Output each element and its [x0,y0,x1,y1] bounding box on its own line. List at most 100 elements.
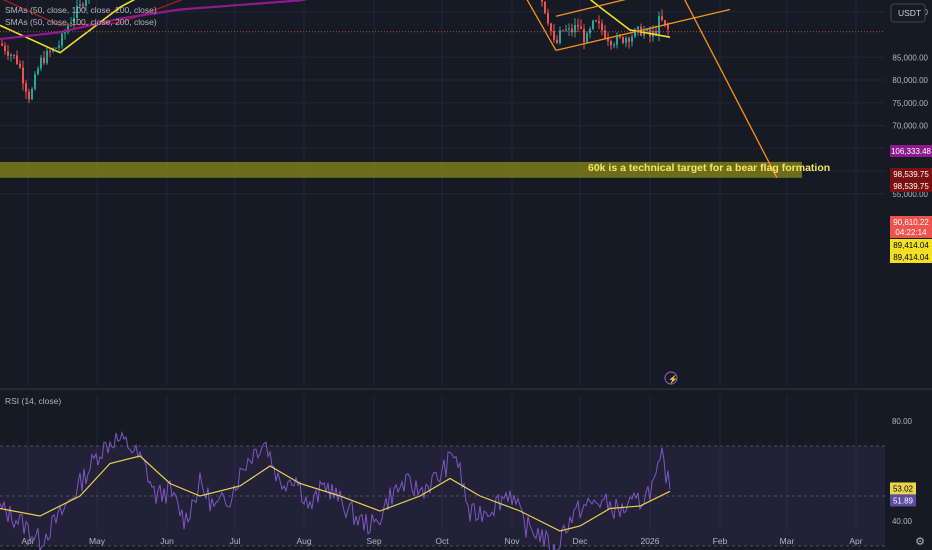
candles [1,0,669,104]
candle-body [625,37,627,43]
candle-body [616,36,618,45]
candle-body [37,68,39,75]
indicator-label-1: SMAs (50, close, 100, close, 200, close) [5,5,157,15]
candle-body [58,45,60,48]
candle-body [580,26,582,29]
candle-body [40,57,42,69]
candle-body [73,18,75,23]
sma100-price-tag-2: 98,539.75 [890,180,932,192]
trendline-breakdown[interactable] [678,0,778,179]
candle-body [601,23,603,31]
countdown-text: 04:22:14 [895,228,927,237]
trendline-pole[interactable] [460,0,557,51]
lightning-icon[interactable] [664,371,678,385]
currency-button-frame[interactable] [890,3,926,23]
candle-body [592,20,594,29]
candle-body [595,20,597,22]
candle-body [613,44,615,46]
candle-body [553,31,555,40]
trendline-flag-upper[interactable] [555,0,678,17]
candle-body [550,23,552,32]
candle-body [4,45,6,52]
rsi-ma-value-tag-bg [890,494,916,507]
rsi-ma-line[interactable] [0,455,671,532]
candle-body [43,57,45,64]
time-tick-label: Sep [366,536,381,546]
candle-body [70,22,72,26]
sma100-price-tag-bg [890,168,932,180]
candle-body [556,39,558,43]
time-axis[interactable]: Apr May Jun Jul Aug Sep Oct Nov Dec 2026 Feb Mar Apr… [21,536,925,548]
sma200-price-tag-text: 106,333.48 [891,147,932,156]
sma50-price-tag-2-bg [890,251,932,263]
overlay: SMAs (50, close, 100, close, 200, close)… [5,3,926,27]
candle-body [34,74,36,89]
rsi-ma-value-text: 51.89 [893,496,914,505]
sma-100-line[interactable] [0,0,670,26]
price-tick-label: 85,000.00 [892,53,928,62]
indicator-label-2: SMAs (50, close, 100, close, 200, close) [5,17,157,27]
candle-body [544,1,546,14]
sma200-price-tag: 106,333.48 [890,145,932,157]
candle-body [622,37,624,43]
time-tick-label: Nov [504,536,520,546]
candle-body [16,55,18,64]
price-tick-label: 80,000.00 [892,76,928,85]
candle-body [19,63,21,68]
sma50-price-tag-bg [890,239,932,251]
candle-body [61,33,63,46]
target-annotation-text: 60k is a technical target for a bear fla… [588,162,830,174]
candle-body [64,32,66,34]
candle-body [565,29,567,31]
candle-body [559,30,561,43]
candle-body [664,20,666,25]
rsi-tick-label: 40.00 [892,517,913,526]
sma-200-line[interactable] [0,0,670,41]
rsi-line[interactable] [0,430,671,550]
price-pane[interactable]: 60k is a technical target for a bear fla… [0,0,885,385]
candle-body [67,25,69,33]
candle-body [31,88,33,100]
candle-body [76,5,78,19]
candle-body [628,37,630,42]
candle-body [574,24,576,33]
sma100-price-tag: 98,539.75 [890,168,932,180]
candle-body [28,91,30,100]
rsi-value-tag-bg [890,482,916,495]
candle-body [46,50,48,64]
time-tick-label: Mar [780,536,795,546]
target-zone[interactable] [0,161,802,178]
currency-button[interactable]: USDT [890,3,926,23]
trendline-flag-lower[interactable] [555,8,731,52]
grid [0,0,932,530]
candle-body [55,47,57,49]
rsi-value-tag: 53.02 [890,482,916,495]
candle-body [49,50,51,52]
time-tick-label: Jun [160,536,174,546]
candle-body [619,36,621,38]
currency-label: USDT [898,8,921,18]
sma50-price-tag-2: 89,414.04 [890,251,932,263]
rsi-pane[interactable]: RSI (14, close) [0,396,885,550]
candle-body [661,16,663,21]
sma100-price-tag-2-text: 98,539.75 [893,182,929,191]
gear-icon: ⚙ [915,536,925,548]
last-price-tag-bg [890,216,932,238]
time-tick-label: Apr [21,536,34,546]
candle-body [577,24,579,27]
candle-body [571,28,573,33]
sma100-price-tag-2-bg [890,180,932,192]
time-tick-label: 2026 [641,536,660,546]
sma50-price-tag: 89,414.04 [890,239,932,251]
time-tick-label: Feb [713,536,728,546]
lightning-glyph: ⚡ [668,374,678,384]
candle-body [1,43,3,46]
time-tick-label: Dec [572,536,588,546]
sma100-price-tag-text: 98,539.75 [893,170,929,179]
candle-body [583,28,585,43]
candle-body [13,54,15,56]
candle-body [646,29,648,31]
time-tick-label: May [89,536,106,546]
sma50-price-tag-text: 89,414.04 [893,241,929,250]
